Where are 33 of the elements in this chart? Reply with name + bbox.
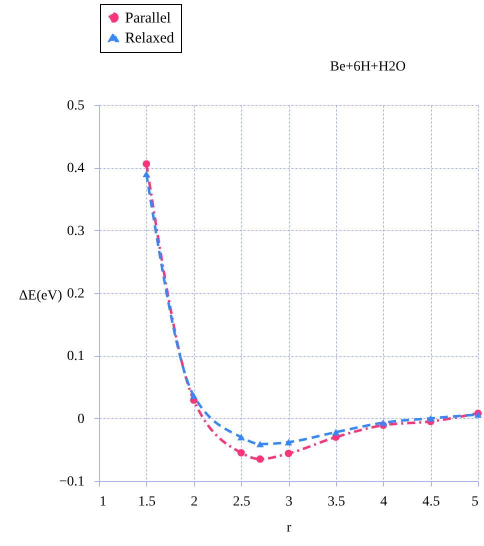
x-tick-label: 1 xyxy=(100,494,106,510)
y-tick-label: 0.1 xyxy=(67,349,84,364)
x-tick-label: 5 xyxy=(472,494,478,510)
y-tick-label: 0.4 xyxy=(67,161,84,176)
point xyxy=(256,455,264,463)
point xyxy=(237,449,245,456)
y-tick-label: 0 xyxy=(78,412,84,427)
x-tick-label: 1.5 xyxy=(138,494,156,510)
x-tick-label: 2 xyxy=(190,494,198,510)
y-tick-label: 0.5 xyxy=(67,98,84,114)
x-tick-label: 3 xyxy=(286,494,292,510)
legend-label: Relaxed xyxy=(125,30,175,46)
point xyxy=(190,392,198,399)
y-tick-label: −0.1 xyxy=(59,474,84,490)
y-tick-label: 0.3 xyxy=(67,224,84,239)
point xyxy=(380,420,387,426)
x-tick-label: 4.5 xyxy=(422,494,440,510)
x-tick-label: 2.5 xyxy=(232,494,250,510)
legend-label: Parallel xyxy=(125,10,171,26)
point xyxy=(284,450,292,458)
y-tick-label: 0.2 xyxy=(67,286,84,302)
x-tick-label: 3.5 xyxy=(328,494,346,510)
point xyxy=(237,434,245,440)
point xyxy=(426,415,434,422)
y-axis-title: ΔE(eV) xyxy=(18,288,62,304)
point xyxy=(332,428,340,436)
point xyxy=(142,160,150,168)
point xyxy=(256,440,264,448)
chart-title: Be+6H+H2O xyxy=(330,60,406,74)
x-tick-label: 4 xyxy=(380,494,388,510)
point xyxy=(142,170,150,178)
x-axis-title: r xyxy=(286,520,292,536)
point xyxy=(284,438,292,446)
